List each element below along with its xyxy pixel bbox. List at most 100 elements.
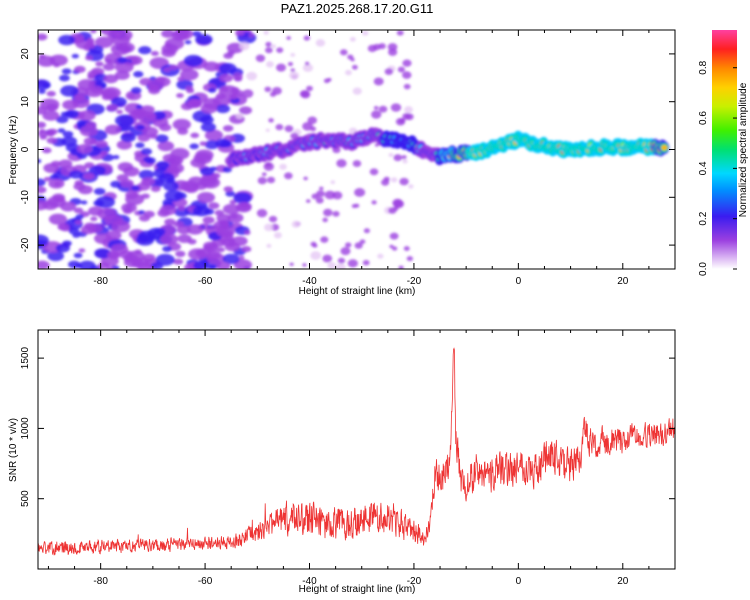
heatmap-faint-blob [384,68,394,75]
heatmap-noise-blob [223,186,234,193]
heatmap-noise-blob [137,134,151,142]
snr-y-tick-label: 1000 [20,417,31,440]
heatmap-faint-blob [315,39,326,47]
heatmap-faint-blob [311,193,319,200]
spectrogram-x-tick-label: -60 [198,276,213,287]
heatmap-noise-blob [212,95,231,107]
heatmap-faint-blob [378,43,386,50]
heatmap-noise-blob [95,61,104,67]
heatmap-noise-blob [71,53,79,59]
heatmap-faint-blob [310,251,322,260]
heatmap-noise-blob [193,261,208,269]
heatmap-noise-blob [76,144,93,154]
colorbar: 0.0 0.2 0.4 0.6 0.8 Normalized spectral ampl… [698,30,749,276]
heatmap-faint-blob [354,203,360,208]
snr-panel: -80 -60 -40 -20 0 20 500 1000 1500 Height of st… [8,329,676,595]
spectrogram-y-tick-label: 10 [20,96,31,108]
heatmap-noise-blob [38,33,48,41]
heatmap-faint-blob [330,180,336,185]
heatmap-noise-blob [215,138,230,148]
colorbar-tick-label: 0.8 [698,60,709,74]
heatmap-faint-blob [265,41,272,47]
heatmap-faint-blob [397,66,406,73]
spectrogram-x-tick-label: 20 [617,276,629,287]
heatmap-faint-blob [345,69,352,76]
heatmap-faint-blob [401,155,407,160]
heatmap-noise-blob [72,97,90,109]
heatmap-noise-blob [65,143,80,153]
heatmap-faint-blob [402,59,412,67]
heatmap-noise-blob [55,243,70,253]
heatmap-faint-blob [272,87,282,95]
heatmap-noise-blob [88,44,96,49]
heatmap-faint-blob [303,35,311,41]
heatmap-faint-blob [302,63,314,72]
heatmap-noise-blob [78,185,93,195]
heatmap-noise-blob [41,147,52,154]
heatmap-noise-blob [46,137,58,144]
heatmap-noise-blob [38,200,49,211]
heatmap-noise-blob [131,185,140,191]
heatmap-noise-blob [57,128,66,134]
heatmap-noise-blob [187,98,202,108]
heatmap-noise-blob [143,156,153,163]
heatmap-faint-blob [276,63,287,72]
heatmap-faint-blob [242,89,254,98]
heatmap-faint-blob [255,54,266,63]
heatmap-faint-blob [266,176,276,184]
heatmap-noise-blob [162,246,172,253]
spectrogram-y-label: Frequency (Hz) [8,116,19,185]
heatmap-faint-blob [336,263,346,269]
heatmap-faint-blob [284,125,294,133]
heatmap-faint-blob [287,61,294,67]
heatmap-faint-blob [373,77,384,86]
colorbar-ticks: 0.0 0.2 0.4 0.6 0.8 [698,60,737,276]
heatmap-noise-blob [100,30,118,36]
heatmap-faint-blob [265,61,274,68]
heatmap-noise-blob [162,153,177,163]
heatmap-noise-blob [179,68,199,81]
heatmap-noise-blob [130,87,142,94]
heatmap-noise-blob [106,104,118,112]
heatmap-faint-blob [268,215,278,223]
heatmap-faint-blob [265,128,270,132]
heatmap-noise-blob [164,218,176,226]
heatmap-faint-blob [320,236,329,243]
snr-frame [37,329,676,570]
heatmap-noise-blob [105,230,122,241]
heatmap-noise-blob [177,206,186,211]
heatmap-noise-blob [224,241,241,252]
heatmap-faint-blob [336,159,347,168]
heatmap-noise-blob [206,250,221,260]
heatmap-faint-blob [268,118,274,123]
heatmap-noise-blob [138,169,155,180]
colorbar-tick-label: 0.2 [698,211,709,225]
heatmap-noise-blob [125,204,133,209]
snr-x-label: Height of straight line (km) [299,584,416,595]
heatmap-noise-blob [218,62,237,74]
heatmap-noise-blob [116,140,133,150]
heatmap-noise-blob [111,97,127,107]
heatmap-faint-blob [319,186,324,191]
heatmap-noise-blob [94,36,114,48]
heatmap-noise-blob [48,213,68,225]
heatmap-noise-blob [62,130,74,138]
heatmap-faint-blob [367,44,377,53]
heatmap-noise-blob [100,150,109,156]
heatmap-faint-blob [339,49,348,56]
heatmap-faint-blob [377,253,384,259]
heatmap-noise-blob [64,110,74,117]
heatmap-faint-blob [315,197,324,204]
heatmap-noise-blob [38,130,49,138]
heatmap-noise-blob [78,248,86,253]
spectrogram-x-tick-label: -20 [407,276,422,287]
heatmap-faint-blob [388,152,394,157]
colorbar-gradient [712,30,737,269]
heatmap-noise-blob [38,89,46,94]
heatmap-faint-blob [347,259,358,268]
heatmap-noise-blob [38,234,49,247]
spectrogram-y-tick-label: -10 [20,190,31,205]
chart-title: PAZ1.2025.268.17.20.G11 [281,1,434,16]
heatmap-noise-blob [197,192,216,204]
